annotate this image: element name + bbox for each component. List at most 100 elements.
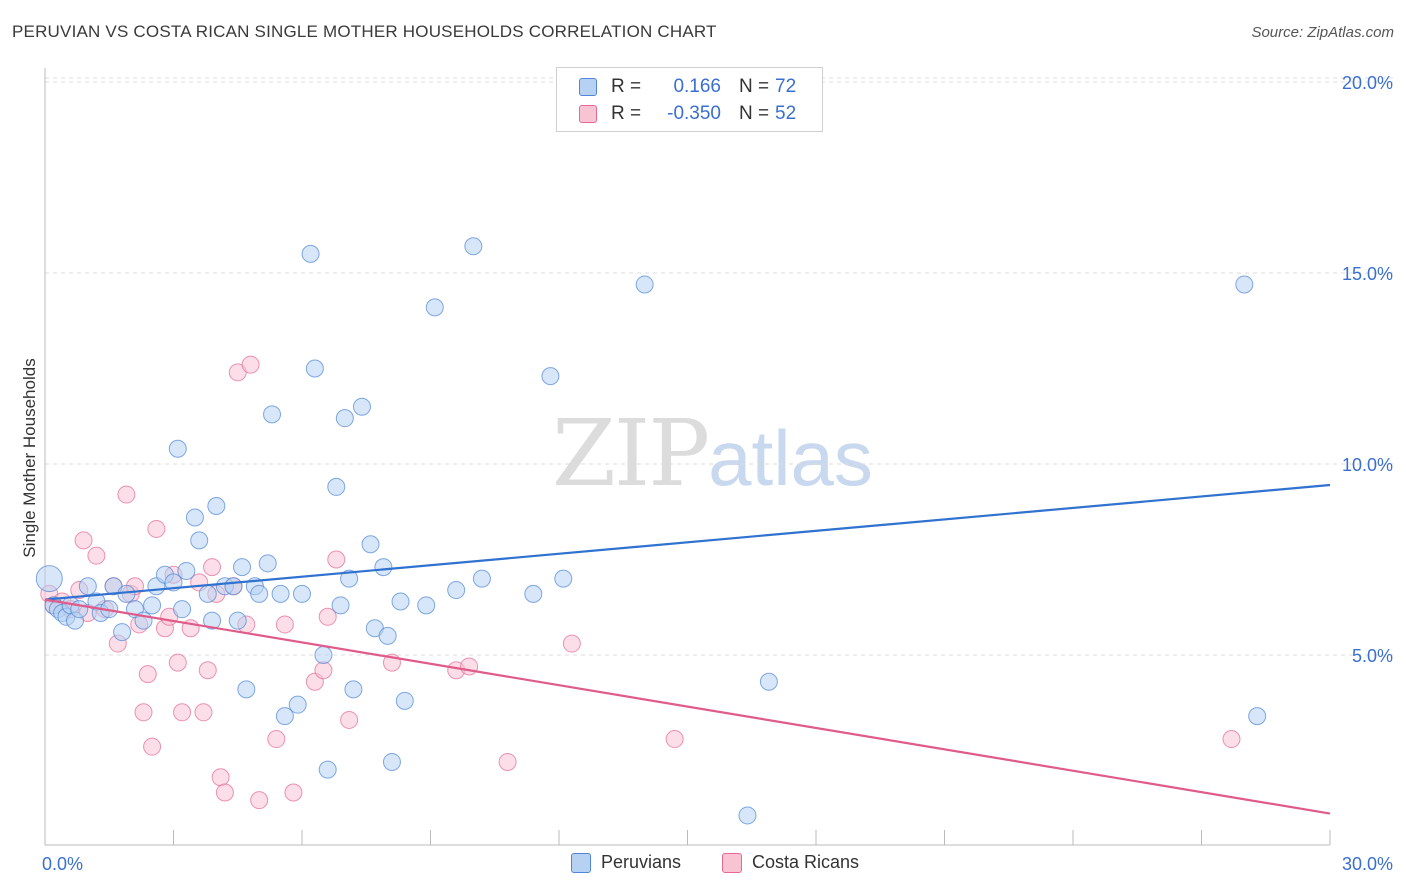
chart-title: PERUVIAN VS COSTA RICAN SINGLE MOTHER HO… <box>12 22 717 41</box>
peruvians-point <box>293 584 311 603</box>
costa-ricans-point <box>117 485 136 504</box>
peruvians-point <box>391 592 410 611</box>
r-value: 0.166 <box>673 76 721 97</box>
r-value: -0.350 <box>667 103 721 124</box>
costa-ricans-point <box>498 752 517 771</box>
costa-ricans-point <box>168 653 187 672</box>
source-label: Source: ZipAtlas.com <box>1251 24 1394 41</box>
costa-ricans-point <box>143 737 162 756</box>
peruvians-point <box>361 535 380 554</box>
peruvians-point <box>305 359 324 378</box>
r-label: R = <box>611 103 642 124</box>
series-legend: Peruvians Costa Ricans <box>0 852 1406 878</box>
peruvians-point <box>331 596 350 615</box>
peruvians-point <box>327 477 346 496</box>
peruvians-point <box>224 577 243 596</box>
peruvians-point <box>113 623 132 642</box>
peruvians-point <box>1235 275 1254 294</box>
peruvians-point <box>168 439 187 458</box>
watermark-atlas: atlas <box>708 414 873 502</box>
costa-ricans-point <box>665 730 684 749</box>
costa-ricans-point <box>194 703 213 722</box>
peruvians-point <box>250 584 269 603</box>
costa-ricans-point <box>211 768 230 787</box>
costa-ricans-point <box>87 546 106 565</box>
peruvians-point <box>635 275 654 294</box>
costa-ricans-point <box>215 783 234 802</box>
peruvians-point <box>203 611 222 630</box>
peruvians-point <box>335 409 354 428</box>
legend-item-costa-ricans: Costa Ricans <box>722 852 859 873</box>
peruvians-point <box>318 760 337 779</box>
costa-ricans-trend-line <box>44 598 1331 815</box>
peruvians-trend-line <box>44 483 1331 601</box>
legend-item-peruvians: Peruvians <box>571 852 681 873</box>
peruvians-point <box>378 626 397 645</box>
peruvians-point <box>173 600 192 619</box>
costa-ricans-point <box>1222 730 1241 749</box>
peruvians-point <box>233 558 252 577</box>
y-axis-label: Single Mother Households <box>20 358 39 557</box>
peruvians-swatch <box>571 852 591 873</box>
peruvians-point <box>425 298 444 317</box>
costa-ricans-point <box>138 665 157 684</box>
peruvians-point <box>275 707 294 726</box>
peruvians-point <box>541 367 560 386</box>
legend-row-peruvians: R = 0.166 N = 72 <box>579 74 796 100</box>
peruvians-point <box>464 237 483 256</box>
peruvians-point <box>78 577 97 596</box>
axis-labels: 5.0% 10.0% 15.0% 20.0% 0.0% 30.0% Single Mothe… <box>20 73 1393 874</box>
zipatlas-watermark: ZIPatlas <box>552 400 873 507</box>
costa-ricans-swatch <box>579 105 597 123</box>
peruvians-point <box>301 244 320 263</box>
costa-ricans-swatch <box>722 852 742 873</box>
x-tick-label: 30.0% <box>1342 854 1393 874</box>
peruvians-point <box>263 405 282 424</box>
costa-ricans-point <box>318 607 337 626</box>
costa-ricans-point <box>147 519 166 538</box>
peruvians-point <box>177 561 196 580</box>
costa-ricans-point <box>284 783 303 802</box>
costa-ricans-point <box>275 615 294 634</box>
costa-ricans-point <box>250 791 269 810</box>
costa-ricans-point <box>327 550 346 569</box>
peruvians-points <box>35 237 1267 825</box>
n-label: N = <box>739 103 770 124</box>
legend-row-costa-ricans: R = -0.350 N = 52 <box>579 101 796 127</box>
costa-ricans-point <box>562 634 581 653</box>
x-tick-label: 0.0% <box>42 854 83 874</box>
costa-ricans-point <box>173 703 192 722</box>
costa-ricans-point <box>74 531 93 550</box>
costa-ricans-point <box>198 661 217 680</box>
peruvians-point <box>288 695 307 714</box>
peruvians-point <box>395 691 414 710</box>
y-tick-label: 15.0% <box>1342 264 1393 284</box>
legend-label-costa-ricans: Costa Ricans <box>752 852 860 872</box>
costa-ricans-point <box>267 730 286 749</box>
costa-ricans-point <box>134 703 153 722</box>
r-label: R = <box>611 76 642 97</box>
peruvians-point <box>382 752 401 771</box>
peruvians-point <box>207 497 226 516</box>
peruvians-point <box>759 672 778 691</box>
costa-ricans-point <box>203 558 222 577</box>
peruvians-point <box>237 680 256 699</box>
watermark-zip: ZIP <box>552 400 710 507</box>
peruvians-point <box>417 596 436 615</box>
peruvians-point <box>228 611 247 630</box>
peruvians-point <box>524 584 543 603</box>
peruvians-point <box>198 584 217 603</box>
peruvians-point <box>447 581 466 600</box>
peruvians-point <box>352 397 371 416</box>
peruvians-swatch <box>579 78 597 96</box>
peruvians-point <box>185 508 204 527</box>
peruvians-point <box>344 680 363 699</box>
n-label: N = <box>739 76 770 97</box>
peruvians-point <box>143 596 162 615</box>
peruvians-point <box>472 569 491 588</box>
peruvians-point <box>258 554 277 573</box>
costa-ricans-point <box>460 657 479 676</box>
peruvians-point <box>271 584 290 603</box>
peruvians-point <box>554 569 573 588</box>
